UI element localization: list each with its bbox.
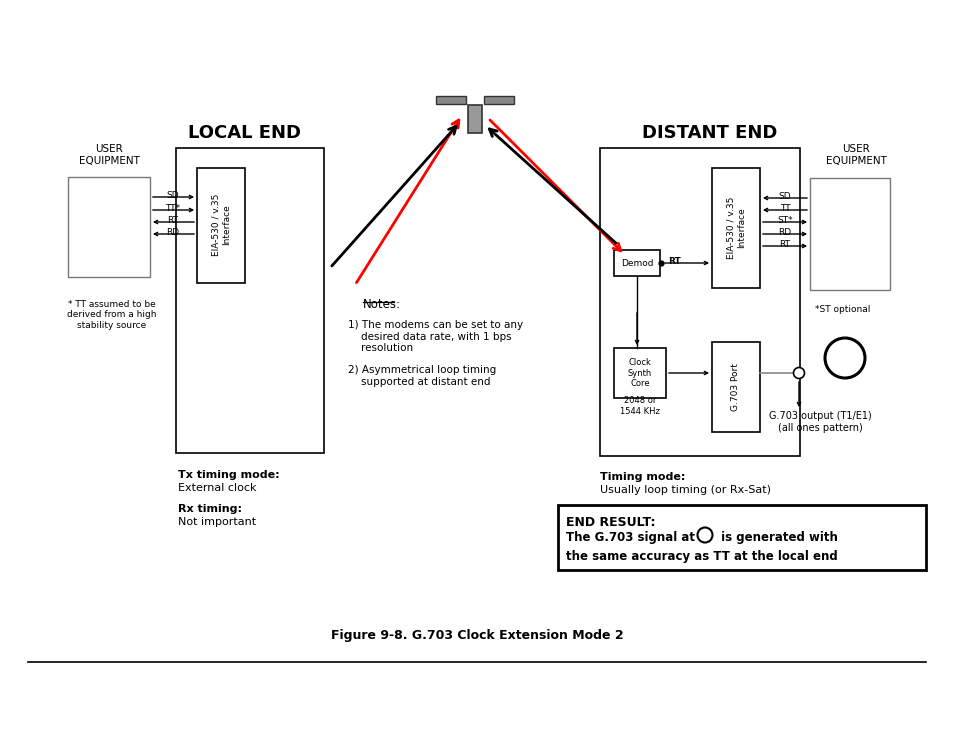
Bar bbox=[711, 168, 760, 288]
Text: Usually loop timing (or Rx-Sat): Usually loop timing (or Rx-Sat) bbox=[599, 485, 770, 495]
Text: Demod: Demod bbox=[620, 258, 653, 267]
Text: G.703 Port: G.703 Port bbox=[731, 363, 740, 411]
Text: END RESULT:: END RESULT: bbox=[565, 516, 655, 529]
Text: EIA-530 / v.35
Interface: EIA-530 / v.35 Interface bbox=[211, 194, 231, 256]
Text: Clock
Synth
Core: Clock Synth Core bbox=[627, 358, 652, 388]
Text: EIA-530 / v.35
Interface: EIA-530 / v.35 Interface bbox=[725, 197, 745, 259]
Bar bbox=[711, 342, 760, 432]
Bar bbox=[68, 177, 150, 277]
Text: G.703 output (T1/E1)
(all ones pattern): G.703 output (T1/E1) (all ones pattern) bbox=[768, 411, 870, 432]
Text: Tx timing mode:: Tx timing mode: bbox=[178, 470, 279, 480]
Text: 1) The modems can be set to any
    desired data rate, with 1 bps
    resolution: 1) The modems can be set to any desired … bbox=[348, 320, 522, 354]
Bar bbox=[436, 96, 465, 104]
Circle shape bbox=[697, 528, 712, 542]
Text: RT: RT bbox=[779, 240, 790, 249]
Text: the same accuracy as TT at the local end: the same accuracy as TT at the local end bbox=[565, 550, 837, 563]
Bar bbox=[196, 168, 245, 283]
Bar bbox=[614, 348, 665, 398]
Text: RT: RT bbox=[668, 257, 680, 266]
Text: RD: RD bbox=[778, 228, 791, 237]
Text: LOCAL END: LOCAL END bbox=[189, 124, 301, 142]
Text: Timing mode:: Timing mode: bbox=[599, 472, 684, 482]
Bar bbox=[599, 148, 800, 456]
Text: ST*: ST* bbox=[777, 216, 792, 225]
Text: USER
EQUIPMENT: USER EQUIPMENT bbox=[78, 144, 139, 166]
Bar bbox=[558, 505, 925, 570]
Bar bbox=[175, 148, 324, 453]
Bar bbox=[614, 250, 659, 276]
Text: 2) Asymmetrical loop timing
    supported at distant end: 2) Asymmetrical loop timing supported at… bbox=[348, 365, 496, 387]
Text: USER
EQUIPMENT: USER EQUIPMENT bbox=[824, 144, 885, 166]
Text: * TT assumed to be
derived from a high
stability source: * TT assumed to be derived from a high s… bbox=[67, 300, 156, 330]
Bar bbox=[483, 96, 514, 104]
Text: A: A bbox=[836, 348, 852, 368]
Text: Rx timing:: Rx timing: bbox=[178, 504, 242, 514]
Circle shape bbox=[793, 368, 803, 379]
Text: RT: RT bbox=[168, 216, 178, 225]
Text: TT: TT bbox=[779, 204, 789, 213]
Text: SD: SD bbox=[778, 192, 790, 201]
Bar bbox=[809, 178, 889, 290]
Text: SD: SD bbox=[167, 191, 179, 200]
Text: 2048 or
1544 KHz: 2048 or 1544 KHz bbox=[619, 396, 659, 415]
Text: TT*: TT* bbox=[165, 204, 180, 213]
Text: External clock: External clock bbox=[178, 483, 256, 493]
Text: The G.703 signal at: The G.703 signal at bbox=[565, 531, 699, 544]
Bar bbox=[468, 105, 481, 133]
Circle shape bbox=[824, 338, 864, 378]
Text: is generated with: is generated with bbox=[717, 531, 837, 544]
Text: Not important: Not important bbox=[178, 517, 255, 527]
Text: Notes:: Notes: bbox=[363, 298, 400, 311]
Text: RD: RD bbox=[166, 228, 179, 237]
Text: *ST optional: *ST optional bbox=[814, 305, 869, 314]
Text: DISTANT END: DISTANT END bbox=[641, 124, 777, 142]
Text: A: A bbox=[700, 530, 708, 540]
Text: Figure 9-8. G.703 Clock Extension Mode 2: Figure 9-8. G.703 Clock Extension Mode 2 bbox=[331, 629, 622, 641]
